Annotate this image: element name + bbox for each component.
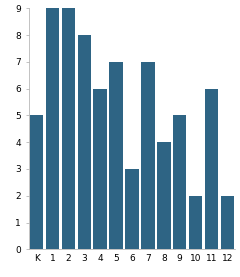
Bar xyxy=(189,196,202,249)
Bar xyxy=(46,8,59,249)
Bar xyxy=(173,116,186,249)
Bar xyxy=(78,35,91,249)
Bar xyxy=(141,62,155,249)
Bar xyxy=(157,142,170,249)
Bar xyxy=(94,89,107,249)
Bar xyxy=(125,169,139,249)
Bar xyxy=(30,116,43,249)
Bar xyxy=(205,89,218,249)
Bar xyxy=(221,196,234,249)
Bar xyxy=(62,8,75,249)
Bar xyxy=(109,62,123,249)
